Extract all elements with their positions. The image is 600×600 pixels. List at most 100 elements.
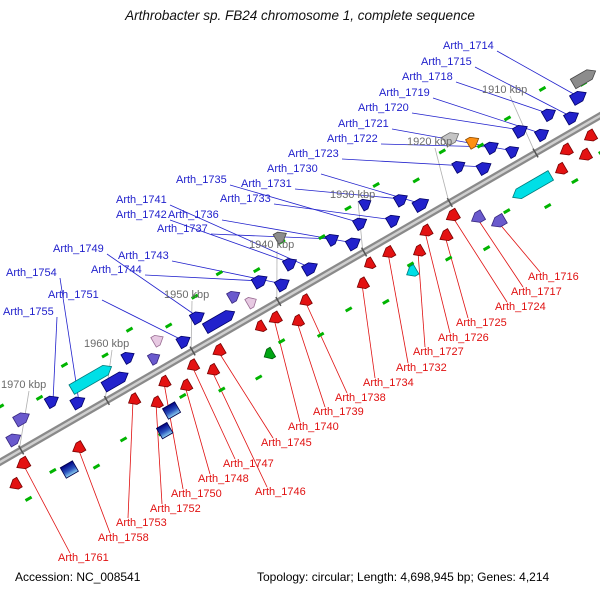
gene-label[interactable]: Arth_1722 xyxy=(327,133,378,145)
gene-label[interactable]: Arth_1734 xyxy=(363,377,414,389)
gene-arrow[interactable] xyxy=(411,243,427,259)
gene-label[interactable]: Arth_1761 xyxy=(58,552,109,564)
gene-arrow[interactable] xyxy=(175,333,193,350)
gene-arrow[interactable] xyxy=(68,362,114,395)
gene-label[interactable]: Arth_1741 xyxy=(116,194,167,206)
gene-arrow[interactable] xyxy=(411,195,431,214)
gene-label[interactable]: Arth_1719 xyxy=(379,87,430,99)
gene-arrow[interactable] xyxy=(12,409,32,428)
gene-arrow[interactable] xyxy=(70,440,87,457)
gene-arrow[interactable] xyxy=(352,215,370,232)
gene-arrow[interactable] xyxy=(577,147,594,164)
gene-arrow[interactable] xyxy=(120,349,137,365)
gene-arrow[interactable] xyxy=(244,294,259,310)
gene-label[interactable]: Arth_1718 xyxy=(402,71,453,83)
gene-bar[interactable] xyxy=(155,421,174,440)
gene-arrow[interactable] xyxy=(297,293,313,309)
gene-arrow[interactable] xyxy=(568,88,589,106)
gene-label[interactable]: Arth_1735 xyxy=(176,174,227,186)
gene-arrow[interactable] xyxy=(126,392,142,408)
gene-arrow[interactable] xyxy=(569,66,598,90)
gene-arrow[interactable] xyxy=(253,319,268,335)
gene-arrow[interactable] xyxy=(344,234,363,252)
gene-label[interactable]: Arth_1751 xyxy=(48,289,99,301)
gene-arrow[interactable] xyxy=(250,272,269,290)
gene-arrow[interactable] xyxy=(533,126,552,143)
gene-arrow[interactable] xyxy=(5,430,24,448)
gene-label[interactable]: Arth_1731 xyxy=(241,178,292,190)
gene-arrow[interactable] xyxy=(272,229,289,245)
gene-label[interactable]: Arth_1739 xyxy=(313,406,364,418)
gene-arrow[interactable] xyxy=(437,228,454,245)
gene-arrow[interactable] xyxy=(582,128,599,145)
gene-arrow[interactable] xyxy=(156,374,172,390)
gene-label[interactable]: Arth_1752 xyxy=(150,503,201,515)
gene-arrow[interactable] xyxy=(290,313,306,329)
gene-arrow[interactable] xyxy=(362,256,377,272)
gene-label[interactable]: Arth_1717 xyxy=(511,286,562,298)
gene-label[interactable]: Arth_1727 xyxy=(413,346,464,358)
gene-arrow[interactable] xyxy=(510,170,555,203)
gene-label[interactable]: Arth_1750 xyxy=(171,488,222,500)
gene-label[interactable]: Arth_1744 xyxy=(91,264,142,276)
gene-label[interactable]: Arth_1715 xyxy=(421,56,472,68)
gene-arrow[interactable] xyxy=(444,207,461,224)
gene-arrow[interactable] xyxy=(540,106,558,123)
gene-label[interactable]: Arth_1733 xyxy=(220,193,271,205)
gene-label[interactable]: Arth_1720 xyxy=(358,102,409,114)
gene-label[interactable]: Arth_1749 xyxy=(53,243,104,255)
gene-arrow[interactable] xyxy=(100,368,131,393)
gene-arrow[interactable] xyxy=(146,350,162,366)
gene-arrow[interactable] xyxy=(14,455,32,472)
gene-label[interactable]: Arth_1753 xyxy=(116,517,167,529)
gene-label[interactable]: Arth_1726 xyxy=(438,332,489,344)
gene-label[interactable]: Arth_1737 xyxy=(157,223,208,235)
gene-arrow[interactable] xyxy=(504,143,522,160)
gene-arrow[interactable] xyxy=(281,255,299,272)
gene-label[interactable]: Arth_1742 xyxy=(116,209,167,221)
gene-label[interactable]: Arth_1738 xyxy=(335,392,386,404)
gene-arrow[interactable] xyxy=(483,139,501,156)
gene-arrow[interactable] xyxy=(563,108,582,126)
gene-arrow[interactable] xyxy=(380,244,397,261)
gene-arrow[interactable] xyxy=(354,276,371,292)
gene-label[interactable]: Arth_1758 xyxy=(98,532,149,544)
gene-label[interactable]: Arth_1730 xyxy=(267,163,318,175)
gene-arrow[interactable] xyxy=(324,231,341,247)
gene-label[interactable]: Arth_1740 xyxy=(288,421,339,433)
gene-label[interactable]: Arth_1755 xyxy=(3,306,54,318)
gene-bar[interactable] xyxy=(161,401,182,420)
gene-label[interactable]: Arth_1724 xyxy=(495,301,546,313)
gene-arrow[interactable] xyxy=(385,212,403,229)
gene-label[interactable]: Arth_1721 xyxy=(338,118,389,130)
gene-arrow[interactable] xyxy=(150,332,166,348)
gene-arrow[interactable] xyxy=(201,307,237,335)
gene-arrow[interactable] xyxy=(188,308,207,326)
gene-arrow[interactable] xyxy=(489,212,508,230)
gene-label[interactable]: Arth_1743 xyxy=(118,250,169,262)
gene-arrow[interactable] xyxy=(301,259,320,277)
gene-arrow[interactable] xyxy=(475,159,494,177)
gene-arrow[interactable] xyxy=(7,476,23,492)
gene-label[interactable]: Arth_1725 xyxy=(456,317,507,329)
gene-arrow[interactable] xyxy=(210,342,227,359)
gene-arrow[interactable] xyxy=(226,288,243,304)
gene-arrow[interactable] xyxy=(511,122,530,139)
gene-arrow[interactable] xyxy=(392,191,410,208)
gene-arrow[interactable] xyxy=(451,158,468,174)
gene-arrow[interactable] xyxy=(185,358,201,374)
gene-label[interactable]: Arth_1714 xyxy=(443,40,494,52)
gene-arrow[interactable] xyxy=(404,263,420,279)
gene-arrow[interactable] xyxy=(273,275,292,293)
gene-label[interactable]: Arth_1716 xyxy=(528,271,579,283)
gene-label[interactable]: Arth_1736 xyxy=(168,209,219,221)
gene-label[interactable]: Arth_1732 xyxy=(396,362,447,374)
gene-arrow[interactable] xyxy=(557,142,574,159)
gene-arrow[interactable] xyxy=(261,346,277,362)
gene-arrow[interactable] xyxy=(148,395,164,411)
gene-label[interactable]: Arth_1745 xyxy=(261,437,312,449)
gene-label[interactable]: Arth_1747 xyxy=(223,458,274,470)
gene-arrow[interactable] xyxy=(205,362,221,378)
gene-label[interactable]: Arth_1754 xyxy=(6,267,57,279)
gene-arrow[interactable] xyxy=(417,223,434,240)
